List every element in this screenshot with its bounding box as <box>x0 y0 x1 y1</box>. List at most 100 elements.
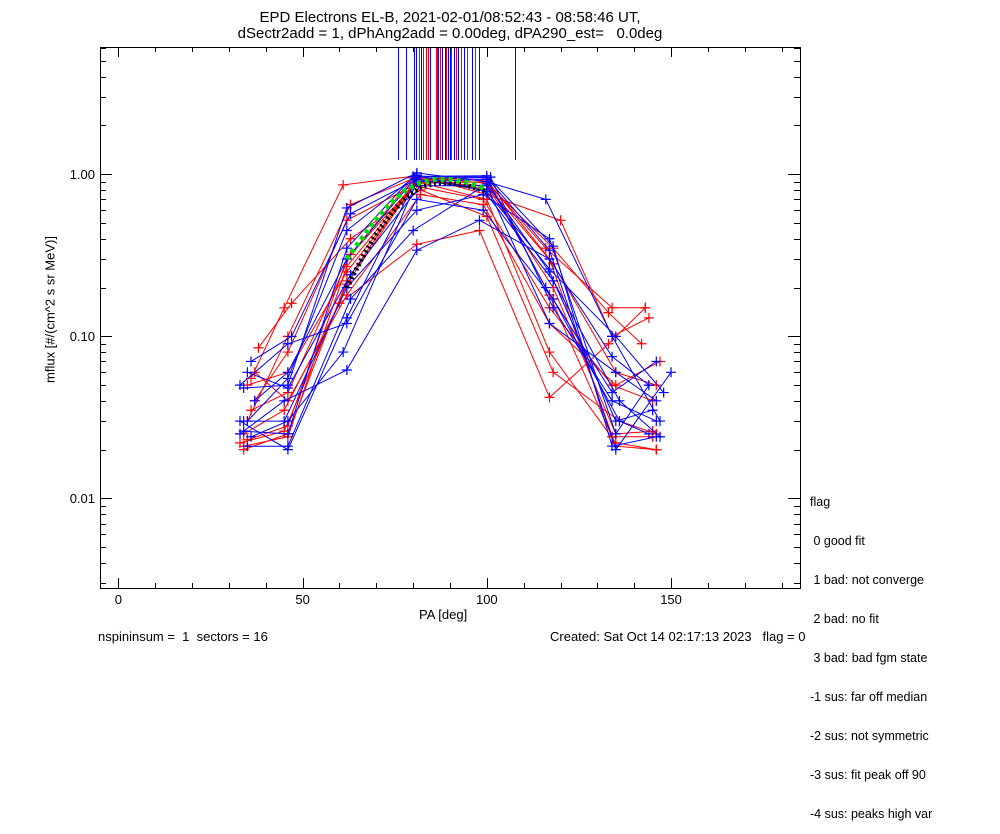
data-point-plus <box>643 428 654 439</box>
median-curve <box>344 180 488 289</box>
data-series-line <box>243 175 657 447</box>
data-point-plus <box>408 225 419 236</box>
y-tick-label: 0.01 <box>69 491 95 507</box>
data-point-plus <box>341 225 352 236</box>
data-point-plus <box>548 302 559 313</box>
data-point-plus <box>610 331 621 342</box>
data-point-plus <box>341 243 352 254</box>
data-series-line <box>243 193 650 436</box>
data-point-plus <box>338 179 349 190</box>
data-point-plus <box>411 245 422 256</box>
x-tick-label: 150 <box>660 592 682 607</box>
legend-item: 2 bad: no fit <box>810 612 879 626</box>
data-point-plus <box>548 367 559 378</box>
fit-curve <box>344 176 488 261</box>
data-point-plus <box>282 441 293 452</box>
data-point-plus <box>282 373 293 384</box>
data-point-plus <box>607 441 618 452</box>
data-point-plus <box>238 426 249 437</box>
data-point-plus <box>341 318 352 329</box>
data-point-plus <box>555 215 566 226</box>
data-point-plus <box>279 302 290 313</box>
legend-item: 3 bad: bad fgm state <box>810 651 928 665</box>
data-point-plus <box>338 347 349 358</box>
data-point-plus <box>651 395 662 406</box>
data-point-plus <box>341 202 352 213</box>
footer-created-flag: Created: Sat Oct 14 02:17:13 2023 flag =… <box>550 629 806 644</box>
data-series-line <box>243 229 646 435</box>
flag-legend: flag 0 good fit 1 bad: not converge 2 ba… <box>810 470 932 834</box>
data-series-line <box>239 198 650 435</box>
data-series-line <box>247 183 653 447</box>
data-point-plus <box>481 170 492 181</box>
data-point-plus <box>544 264 555 275</box>
data-point-plus <box>282 416 293 427</box>
data-point-plus <box>548 293 559 304</box>
data-point-plus <box>242 367 253 378</box>
x-axis-label: PA [deg] <box>419 607 468 622</box>
data-series-line <box>257 189 657 435</box>
data-point-plus <box>242 441 253 452</box>
data-point-plus <box>286 331 297 342</box>
data-point-plus <box>242 416 253 427</box>
data-point-plus <box>658 387 669 398</box>
data-point-plus <box>651 444 662 455</box>
data-point-plus <box>640 302 651 313</box>
data-point-plus <box>544 347 555 358</box>
x-tick-label: 100 <box>475 592 498 607</box>
data-point-plus <box>246 431 257 442</box>
data-point-plus <box>540 282 551 293</box>
legend-item: 1 bad: not converge <box>810 573 924 587</box>
data-point-plus <box>651 356 662 367</box>
data-point-plus <box>279 395 290 406</box>
data-point-plus <box>643 380 654 391</box>
legend-item: -3 sus: fit peak off 90 <box>810 768 926 782</box>
data-point-plus <box>411 194 422 205</box>
data-point-plus <box>647 405 658 416</box>
data-point-plus <box>544 318 555 329</box>
y-tick-label: 0.10 <box>69 329 95 345</box>
data-point-plus <box>610 367 621 378</box>
data-point-plus <box>249 395 260 406</box>
data-point-plus <box>279 405 290 416</box>
data-point-plus <box>341 364 352 375</box>
x-tick-label: 50 <box>295 592 310 607</box>
legend-item: -4 sus: peaks high var <box>810 807 933 821</box>
data-point-plus <box>651 431 662 442</box>
data-point-plus <box>282 382 293 393</box>
data-series-line <box>247 174 665 422</box>
data-point-plus <box>282 338 293 349</box>
legend-item: 0 good fit <box>810 534 865 548</box>
footer-nspin-sectors: nspininsum = 1 sectors = 16 <box>98 629 268 644</box>
data-point-plus <box>607 351 618 362</box>
data-point-plus <box>345 208 356 219</box>
data-point-plus <box>474 215 485 226</box>
data-point-plus <box>548 241 559 252</box>
data-point-plus <box>544 254 555 265</box>
data-point-plus <box>610 380 621 391</box>
data-point-plus <box>246 356 257 367</box>
data-point-plus <box>603 307 614 318</box>
data-point-plus <box>666 367 677 378</box>
data-point-plus <box>610 428 621 439</box>
data-point-plus <box>286 298 297 309</box>
data-point-plus <box>607 387 618 398</box>
plot-title-line2: dSectr2add = 1, dPhAng2add = 0.00deg, dP… <box>237 25 663 42</box>
data-point-plus <box>540 194 551 205</box>
data-point-plus <box>282 428 293 439</box>
legend-title: flag <box>810 495 831 509</box>
data-point-plus <box>544 392 555 403</box>
legend-item: -1 sus: far off median <box>810 690 928 704</box>
data-point-plus <box>345 293 356 304</box>
data-series-line <box>254 193 661 402</box>
data-point-plus <box>478 205 489 216</box>
data-series-line <box>250 175 650 379</box>
y-tick-label: 1.00 <box>69 167 95 183</box>
data-point-plus <box>474 225 485 236</box>
data-point-plus <box>603 338 614 349</box>
data-point-plus <box>235 380 245 391</box>
x-tick-label: 0 <box>114 592 123 607</box>
data-point-plus <box>651 416 662 427</box>
data-point-plus <box>411 205 422 216</box>
legend-item: -2 sus: not symmetric <box>810 729 929 743</box>
